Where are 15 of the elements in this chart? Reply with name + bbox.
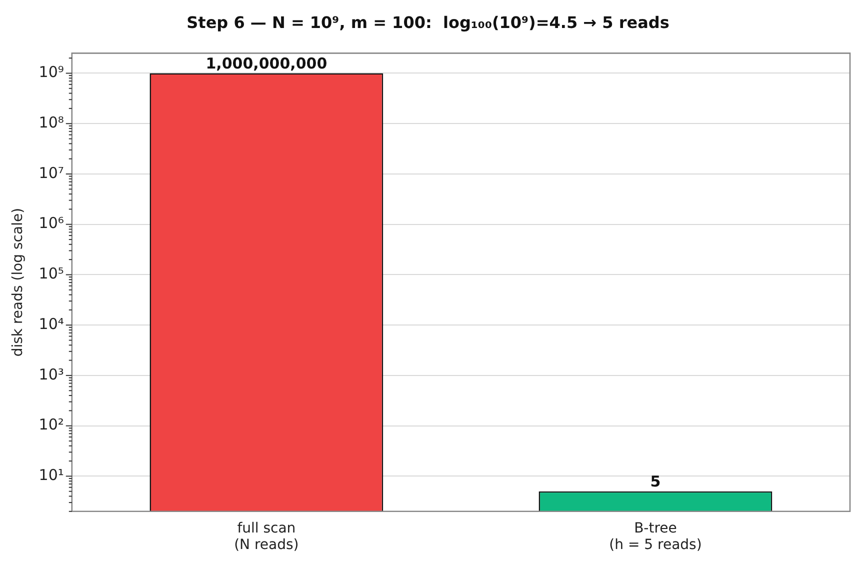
- y-tick-label: 10¹: [38, 466, 64, 484]
- data-label: 1,000,000,000: [206, 54, 328, 73]
- x-tick-label: full scan (N reads): [234, 520, 299, 554]
- y-tick-label: 10⁸: [38, 114, 64, 132]
- y-axis-title: disk reads (log scale): [10, 208, 26, 357]
- x-tick-label: B-tree (h = 5 reads): [609, 520, 702, 554]
- y-tick-label: 10⁹: [38, 63, 64, 82]
- y-tick-label: 10⁶: [38, 214, 64, 232]
- y-tick-label: 10³: [38, 365, 64, 384]
- y-tick-label: 10⁷: [38, 164, 64, 182]
- data-label: 5: [650, 472, 661, 491]
- y-tick-label: 10⁵: [38, 264, 64, 283]
- y-tick-label: 10⁴: [38, 314, 64, 333]
- chart-title: Step 6 — N = 10⁹, m = 100: log₁₀₀(10⁹)=4.5 → 5 reads: [186, 12, 670, 32]
- y-tick-label: 10²: [38, 416, 64, 434]
